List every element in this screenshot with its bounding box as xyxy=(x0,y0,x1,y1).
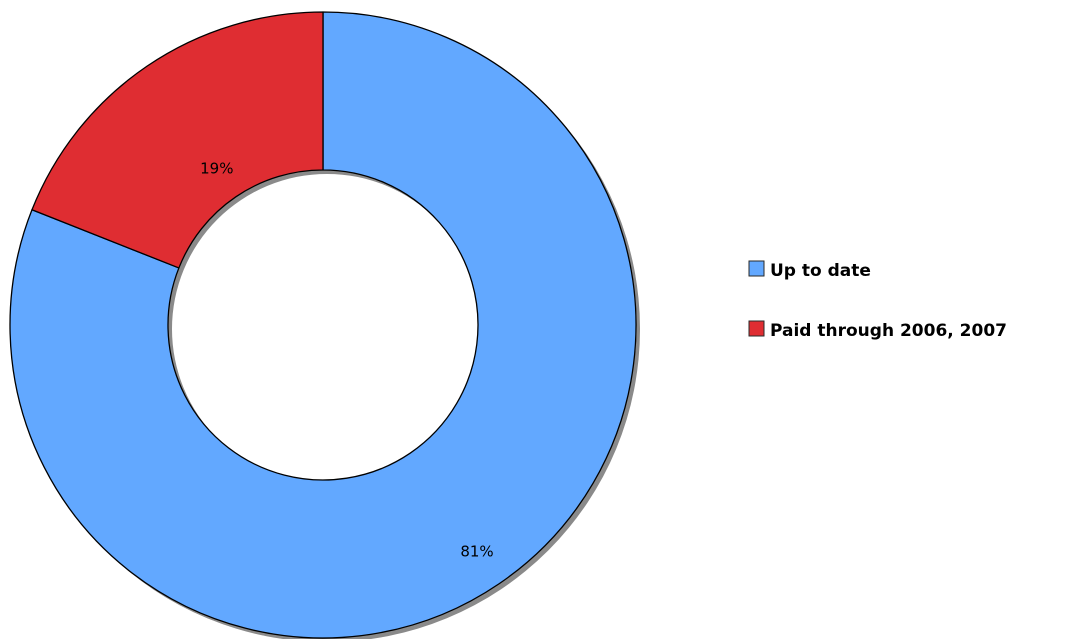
legend-swatch-up-to-date xyxy=(748,260,765,277)
legend-swatch-paid-through-2006-2007 xyxy=(748,320,765,337)
legend-item-up-to-date[interactable]: Up to date xyxy=(748,260,871,281)
legend-label-paid-through-2006-2007: Paid through 2006, 2007 xyxy=(770,321,1007,341)
legend: Up to date Paid through 2006, 2007 xyxy=(748,260,1007,341)
donut-slices xyxy=(9,11,637,639)
slice-labels: 81% 19% xyxy=(200,160,494,561)
legend-item-paid-through-2006-2007[interactable]: Paid through 2006, 2007 xyxy=(748,320,1007,341)
slice-paid-through-2006-2007[interactable] xyxy=(31,11,324,269)
slice-up-to-date[interactable] xyxy=(9,11,637,639)
legend-label-up-to-date: Up to date xyxy=(770,261,871,281)
slice-label-up-to-date: 81% xyxy=(460,543,493,561)
slice-label-paid-through-2006-2007: 19% xyxy=(200,160,233,178)
